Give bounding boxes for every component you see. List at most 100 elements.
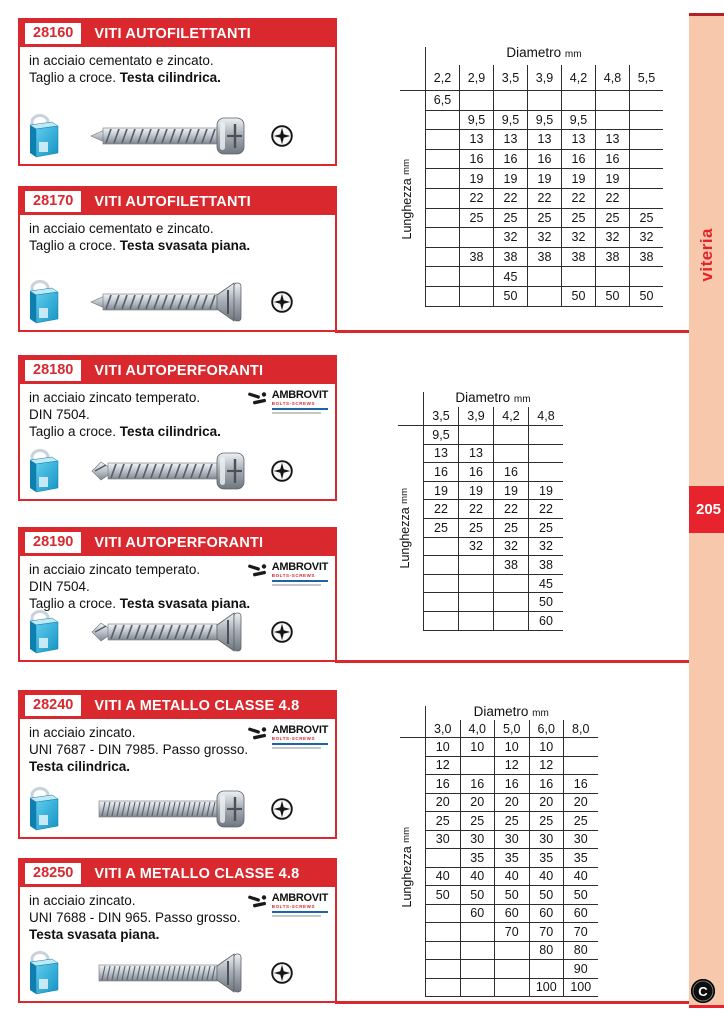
table-cell: 32 <box>561 228 595 248</box>
section-body: in acciaio cementato e zincato. Taglio a… <box>20 215 335 330</box>
dimension-table: Diametro mm Lunghezza mm 3,5 3,9 4,2 4,8 9,5 13… <box>398 390 563 631</box>
ambrovit-name: AMBROVIT <box>271 389 329 401</box>
ambrovit-microtext <box>271 583 322 586</box>
table-cell: 25 <box>561 208 595 229</box>
product-image-row <box>25 786 295 832</box>
package-icon <box>29 610 59 654</box>
page-number: 205 <box>696 501 722 518</box>
table-cell <box>459 756 494 775</box>
ambrovit-microtext <box>271 746 322 749</box>
table-header-cell: 4,2 <box>561 65 595 91</box>
table-cell: 25 <box>563 812 598 831</box>
product-code: 28160 <box>25 23 82 44</box>
table-cell <box>425 169 459 189</box>
table-cell: 19 <box>493 481 528 501</box>
product-title: VITI A METALLO CLASSE 4.8 <box>94 697 300 714</box>
diametro-unit: mm <box>532 708 549 719</box>
table-cell: 13 <box>459 130 493 150</box>
description-line-2: UNI 7688 - DIN 965. Passo grosso. <box>29 910 241 925</box>
table-cell: 6,5 <box>425 91 459 111</box>
table-cell: 40 <box>528 867 563 886</box>
ambrovit-logo: AMBROVIT BOLTS-SCREWS <box>247 893 328 917</box>
table-cell: 32 <box>629 228 663 248</box>
table-cell: 19 <box>423 481 458 501</box>
table-cell: 16 <box>458 463 493 482</box>
table-cell <box>425 149 459 170</box>
table-cell: 22 <box>595 188 629 209</box>
ambrovit-rule <box>271 580 328 582</box>
table-cell: 16 <box>459 775 494 794</box>
table-cell: 22 <box>459 188 493 209</box>
table-cell <box>425 904 460 923</box>
table-cell: 25 <box>423 518 458 538</box>
table-cell <box>629 110 663 131</box>
table-cell <box>494 960 529 979</box>
package-icon <box>29 449 59 493</box>
table-cell: 25 <box>459 812 494 831</box>
table-cell: 12 <box>528 756 563 775</box>
screw-image <box>91 612 242 652</box>
table-cell: 60 <box>528 611 563 631</box>
screw-image <box>90 117 245 155</box>
table-cell: 16 <box>528 775 563 794</box>
lunghezza-label: Lunghezza <box>400 177 414 240</box>
header-rule-extension <box>398 425 423 426</box>
table-cell: 22 <box>423 500 458 519</box>
table-cell <box>425 267 459 287</box>
section-body: in acciaio cementato e zincato. Taglio a… <box>20 47 335 164</box>
table-cell: 22 <box>527 188 561 209</box>
table-cell: 13 <box>458 444 493 464</box>
table-cell <box>459 91 493 111</box>
table-cell: 16 <box>493 463 528 482</box>
table-grid: 3,0 4,0 5,0 6,0 8,0 10 10 10 10 12 12 12 16 16 16 16 16 2… <box>425 720 598 997</box>
description-line-3: Taglio a croce. Testa cilindrica. <box>29 70 221 85</box>
table-row-axis-title: Lunghezza mm <box>397 738 417 997</box>
product-image-row <box>25 609 295 655</box>
table-column-axis-title: Diametro mm <box>425 704 598 719</box>
table-cell: 32 <box>493 228 527 248</box>
description-line-3: Taglio a croce. Testa svasata piana. <box>29 238 251 253</box>
table-cell: 16 <box>425 775 460 794</box>
section-header: 28240 VITI A METALLO CLASSE 4.8 <box>20 692 335 719</box>
table-cell <box>423 611 458 631</box>
table-cell <box>425 208 459 229</box>
table-cell <box>561 91 595 111</box>
table-cell <box>527 91 561 111</box>
table-cell <box>494 978 529 997</box>
table-cell: 80 <box>563 941 598 960</box>
table-cell: 45 <box>493 267 527 287</box>
table-cell: 30 <box>528 830 563 849</box>
table-cell: 60 <box>563 904 598 923</box>
diametro-label: Diametro <box>506 45 562 60</box>
ambrovit-subtitle: BOLTS-SCREWS <box>271 573 316 578</box>
category-label-text: viteria <box>696 228 716 282</box>
screws-cluster-icon <box>247 564 266 577</box>
table-cell: 13 <box>493 130 527 150</box>
package-icon <box>29 951 59 995</box>
table-cell: 70 <box>528 923 563 942</box>
screws-cluster-icon <box>247 392 266 405</box>
table-cell <box>459 286 493 307</box>
section-header: 28250 VITI A METALLO CLASSE 4.8 <box>20 860 335 887</box>
description-line-1: in acciaio zincato temperato. <box>29 390 201 405</box>
table-cell: 38 <box>459 247 493 268</box>
product-code: 28180 <box>25 360 82 381</box>
table-cell: 10 <box>459 738 494 757</box>
table-cell: 25 <box>493 518 528 538</box>
table-cell: 25 <box>493 208 527 229</box>
screw-image <box>98 953 242 993</box>
table-cell <box>494 941 529 960</box>
diametro-label: Diametro <box>473 704 529 719</box>
table-cell <box>458 593 493 612</box>
table-cell: 9,5 <box>423 426 458 445</box>
phillips-drive-icon <box>271 460 293 482</box>
table-cell <box>423 574 458 594</box>
section-header: 28180 VITI AUTOPERFORANTI <box>20 357 335 384</box>
product-description: in acciaio cementato e zincato. Taglio a… <box>29 52 221 86</box>
table-cell <box>425 960 460 979</box>
table-cell: 19 <box>528 481 563 501</box>
ambrovit-rule <box>271 408 328 410</box>
package-icon <box>29 787 59 831</box>
table-cell: 50 <box>595 286 629 307</box>
